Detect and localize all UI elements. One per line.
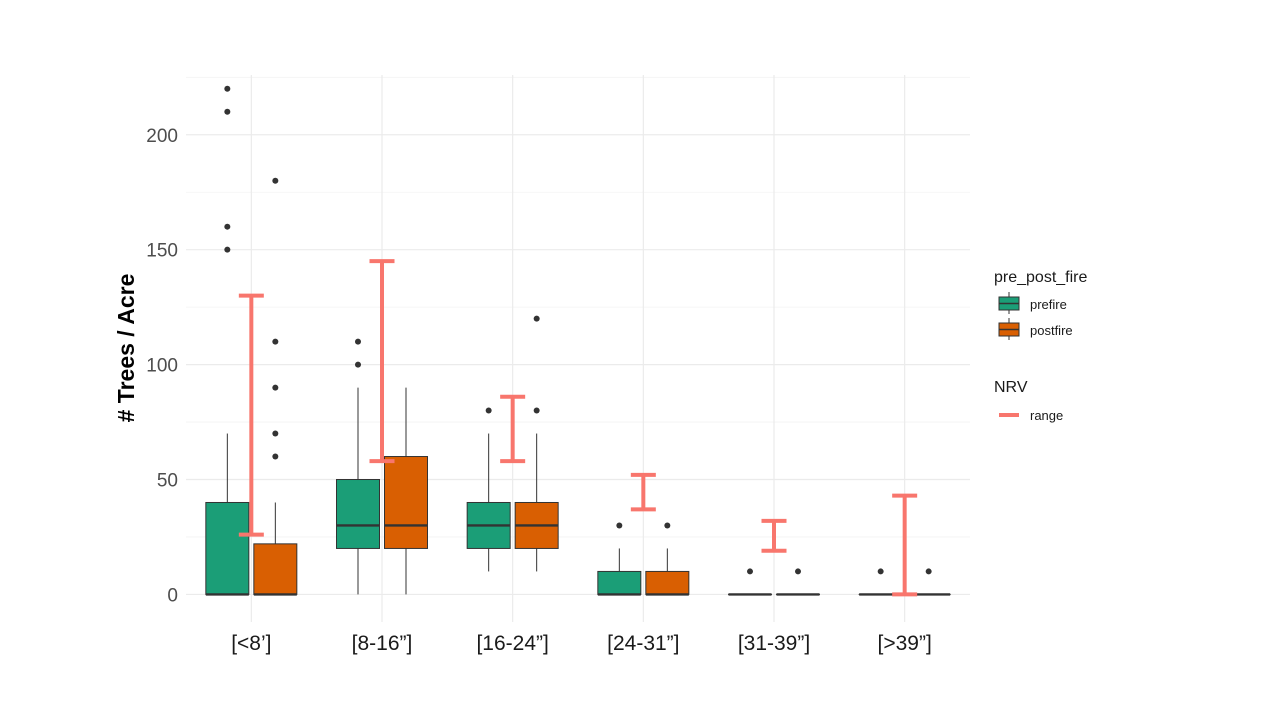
legend-label-postfire: postfire xyxy=(1030,323,1073,338)
legend-title-nrv: NRV xyxy=(994,379,1028,396)
nrv-range xyxy=(500,394,526,464)
y-axis-label: # Trees / Acre xyxy=(113,274,139,423)
outlier-point xyxy=(272,430,279,437)
box-postfire xyxy=(253,543,298,595)
y-tick-label: 200 xyxy=(146,126,178,147)
y-tick-label: 0 xyxy=(167,585,178,606)
boxplot-postfire xyxy=(776,568,820,596)
nrv-range xyxy=(630,472,656,512)
boxplot-postfire xyxy=(645,522,690,596)
outlier-point xyxy=(795,568,801,575)
outlier-point xyxy=(533,407,540,414)
outlier-point xyxy=(616,522,623,529)
boxes xyxy=(205,85,951,596)
outlier-point xyxy=(664,522,671,529)
outlier-point xyxy=(272,453,279,460)
outlier-point xyxy=(355,361,361,368)
nrv-ranges xyxy=(238,259,918,597)
outlier-point xyxy=(272,177,279,184)
y-tick-label: 50 xyxy=(157,471,178,492)
legend-item-range: range xyxy=(999,408,1063,423)
nrv-range xyxy=(369,259,395,464)
x-tick-label: [24-31”] xyxy=(607,632,679,655)
boxplot-prefire xyxy=(205,85,250,596)
outlier-point xyxy=(224,108,231,115)
boxplot-postfire xyxy=(514,315,559,572)
outlier-point xyxy=(272,384,279,391)
legend-item-prefire: prefire xyxy=(998,292,1067,314)
outlier-point xyxy=(272,338,279,345)
nrv-range xyxy=(892,493,918,597)
outlier-point xyxy=(533,315,540,322)
box-postfire xyxy=(645,570,690,595)
x-tick-label: [31-39”] xyxy=(738,632,810,655)
boxplot-postfire xyxy=(253,177,298,596)
outlier-point xyxy=(485,407,492,414)
outlier-point xyxy=(224,223,231,230)
legend-title-fill: pre_post_fire xyxy=(994,269,1087,286)
outlier-point xyxy=(224,85,231,92)
axes: 0 50 100 150 200 [<8’] [8-16”] [16-24”] [24-31”]… xyxy=(146,126,932,655)
outlier-point xyxy=(355,338,361,345)
x-tick-label: [<8’] xyxy=(231,632,271,655)
outlier-point xyxy=(925,568,932,575)
x-tick-label: [8-16”] xyxy=(352,632,413,655)
y-tick-label: 150 xyxy=(146,241,178,262)
boxplot-prefire xyxy=(336,338,380,595)
nrv-range xyxy=(238,293,264,537)
legend-label-prefire: prefire xyxy=(1030,297,1067,312)
y-tick-label: 100 xyxy=(146,356,178,377)
legend-label-range: range xyxy=(1030,408,1063,423)
boxplot-postfire xyxy=(906,568,951,596)
box-prefire xyxy=(597,570,642,595)
boxplot-prefire xyxy=(597,522,642,596)
outlier-point xyxy=(877,568,884,575)
boxplot-postfire xyxy=(384,387,428,595)
x-tick-label: [16-24”] xyxy=(476,632,548,655)
grid xyxy=(186,75,970,622)
outlier-point xyxy=(224,246,231,253)
box-prefire xyxy=(336,479,380,549)
boxplot-prefire xyxy=(466,407,511,572)
legend: pre_post_fire prefire postfire NRV range xyxy=(994,269,1087,423)
nrv-range xyxy=(761,518,787,553)
legend-item-postfire: postfire xyxy=(998,318,1073,340)
boxplot-prefire xyxy=(858,568,903,596)
x-tick-label: [>39”] xyxy=(878,632,932,655)
box-postfire xyxy=(384,456,428,549)
boxplot-prefire xyxy=(728,568,772,596)
box-prefire xyxy=(205,501,250,595)
outlier-point xyxy=(747,568,753,575)
